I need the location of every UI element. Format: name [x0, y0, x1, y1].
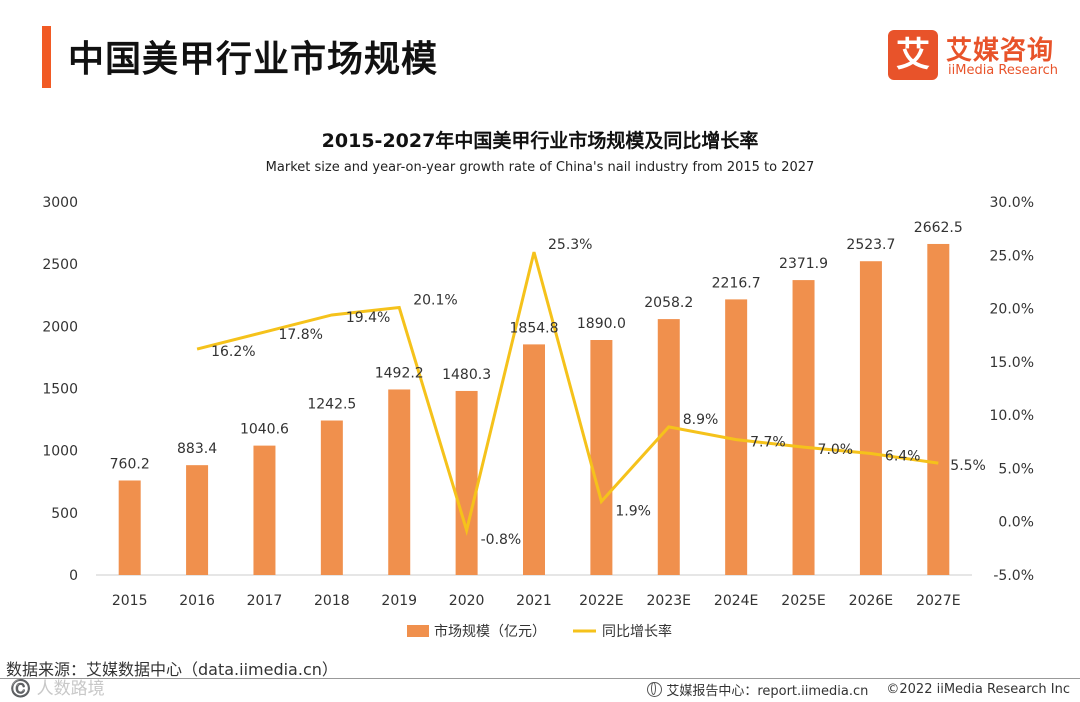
x-tick-label: 2017 — [247, 593, 283, 609]
x-tick-label: 2018 — [314, 593, 350, 609]
logo-name-cn: 艾媒咨询 — [946, 36, 1055, 66]
bar — [657, 319, 680, 575]
bar — [186, 465, 209, 575]
data-source: 数据来源：艾媒数据中心（data.iimedia.cn） — [6, 660, 338, 679]
bar — [725, 299, 748, 575]
x-tick-label: 2021 — [516, 593, 552, 609]
copyright: ©2022 iiMedia Research Inc — [886, 682, 1070, 697]
y-left-tick-label: 1500 — [42, 382, 78, 398]
bar — [590, 340, 613, 575]
bar — [792, 280, 815, 575]
page-title: 中国美甲行业市场规模 — [68, 39, 439, 80]
growth-rate-label: 7.0% — [818, 442, 854, 458]
growth-rate-label: 17.8% — [278, 327, 322, 343]
footer-info: 艾媒报告中心：report.iimedia.cn ©2022 iiMedia R… — [647, 680, 1070, 699]
x-tick-label: 2025E — [781, 593, 825, 609]
title-accent-bar — [42, 26, 51, 88]
y-left-tick-label: 2500 — [42, 257, 78, 273]
y-right-tick-label: 10.0% — [990, 408, 1034, 424]
bar-value-label: 883.4 — [177, 441, 217, 457]
growth-rate-label: -0.8% — [481, 532, 522, 548]
bar-value-label: 1854.8 — [510, 320, 559, 336]
watermark: ©️ 人数路境 — [10, 679, 105, 699]
growth-rate-label: 5.5% — [950, 458, 986, 474]
y-right-tick-label: -5.0% — [993, 568, 1034, 584]
y-right-tick-label: 25.0% — [990, 248, 1034, 264]
y-right-tick-label: 5.0% — [998, 461, 1034, 477]
growth-rate-label: 20.1% — [413, 293, 457, 309]
x-tick-label: 2027E — [916, 593, 960, 609]
growth-rate-label: 8.9% — [683, 412, 719, 428]
growth-rate-label: 1.9% — [615, 503, 651, 519]
bar-value-label: 1492.2 — [375, 365, 424, 381]
y-right-tick-label: 30.0% — [990, 195, 1034, 211]
x-tick-label: 2015 — [112, 593, 148, 609]
bar — [455, 390, 478, 575]
globe-icon — [647, 682, 663, 697]
logo-mark: 艾 — [888, 30, 938, 80]
y-left-tick-label: 0 — [69, 568, 78, 584]
footer-divider — [0, 678, 1080, 679]
chart-subtitle: Market size and year-on-year growth rate… — [265, 160, 815, 175]
bar-value-label: 1242.5 — [307, 397, 356, 413]
y-right-tick-label: 15.0% — [990, 355, 1034, 371]
y-right-tick-label: 0.0% — [998, 515, 1034, 531]
bar — [523, 344, 545, 575]
bar-value-label: 2662.5 — [914, 220, 963, 236]
bar-value-label: 1040.6 — [240, 422, 289, 438]
growth-rate-label: 6.4% — [885, 449, 921, 465]
bar-value-label: 760.2 — [110, 456, 150, 472]
y-right-tick-label: 20.0% — [990, 302, 1034, 318]
x-tick-label: 2026E — [849, 593, 893, 609]
growth-rate-label: 19.4% — [346, 310, 390, 326]
y-left-tick-label: 3000 — [42, 195, 78, 211]
bar-value-label: 1890.0 — [577, 316, 626, 332]
bar-value-label: 2371.9 — [779, 256, 828, 272]
bar — [859, 261, 882, 575]
report-center-link[interactable]: 艾媒报告中心：report.iimedia.cn — [666, 684, 869, 699]
legend-bar-label: 市场规模（亿元） — [434, 623, 546, 640]
growth-rate-line — [196, 251, 939, 536]
bar-value-label: 2216.7 — [712, 275, 761, 291]
bar — [320, 420, 343, 575]
legend-line-label: 同比增长率 — [602, 623, 672, 640]
x-tick-label: 2020 — [449, 593, 485, 609]
chart-title: 2015-2027年中国美甲行业市场规模及同比增长率 — [321, 130, 759, 152]
bar-value-label: 2523.7 — [846, 237, 895, 253]
y-left-tick-label: 1000 — [42, 444, 78, 460]
growth-rate-label: 7.7% — [750, 435, 786, 451]
brand-logo: 艾 艾媒咨询 iiMedia Research — [888, 30, 1068, 82]
bar-value-label: 2058.2 — [644, 295, 693, 311]
x-tick-label: 2024E — [714, 593, 758, 609]
legend-bar-swatch — [407, 625, 429, 637]
y-left-tick-label: 2000 — [42, 319, 78, 335]
bar — [927, 243, 950, 575]
logo-name-en: iiMedia Research — [948, 63, 1059, 78]
x-tick-label: 2023E — [647, 593, 691, 609]
bar — [253, 445, 276, 575]
y-left-tick-label: 500 — [51, 506, 78, 522]
x-tick-label: 2019 — [381, 593, 417, 609]
bar-value-label: 1480.3 — [442, 367, 491, 383]
growth-rate-label: 16.2% — [211, 344, 255, 360]
bar — [118, 480, 141, 575]
x-tick-label: 2022E — [579, 593, 623, 609]
bar — [388, 389, 411, 575]
growth-rate-label: 25.3% — [548, 237, 592, 253]
x-tick-label: 2016 — [179, 593, 215, 609]
